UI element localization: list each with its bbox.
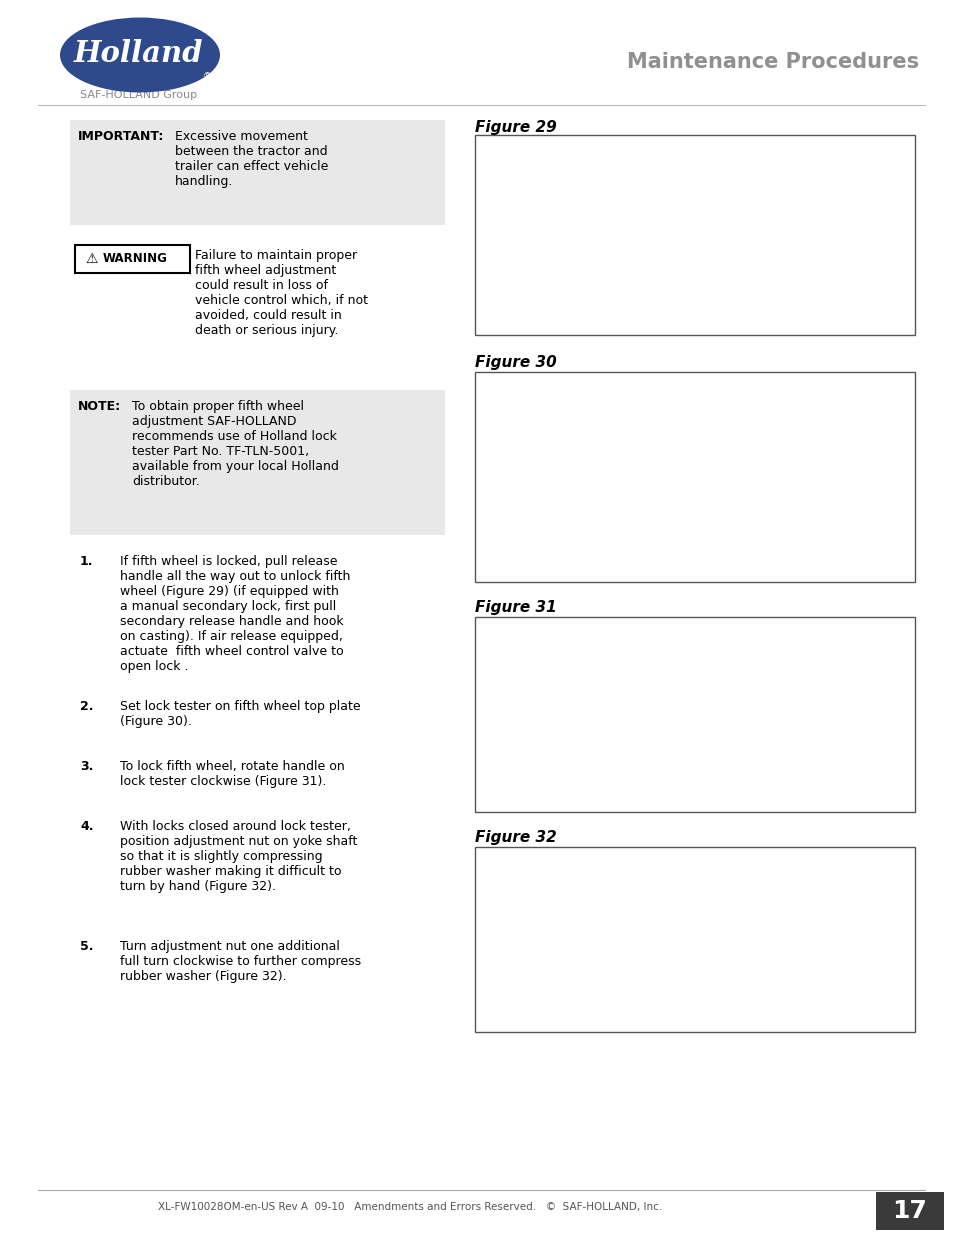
Text: With locks closed around lock tester,
position adjustment nut on yoke shaft
so t: With locks closed around lock tester, po…: [120, 820, 357, 893]
Text: Figure 29: Figure 29: [475, 120, 557, 135]
Text: Figure 30: Figure 30: [475, 354, 557, 370]
Bar: [475, 847, 914, 1032]
Text: Turn adjustment nut one additional
full turn clockwise to further compress
rubbe: Turn adjustment nut one additional full …: [120, 940, 361, 983]
Text: ®: ®: [202, 73, 212, 82]
Bar: [70, 120, 444, 225]
Text: 2.: 2.: [80, 700, 93, 713]
Bar: [875, 1192, 943, 1230]
Ellipse shape: [60, 17, 220, 93]
Text: ⚠: ⚠: [85, 252, 97, 266]
Text: Failure to maintain proper
fifth wheel adjustment
could result in loss of
vehicl: Failure to maintain proper fifth wheel a…: [194, 249, 368, 337]
Text: Set lock tester on fifth wheel top plate
(Figure 30).: Set lock tester on fifth wheel top plate…: [120, 700, 360, 727]
Text: Holland: Holland: [73, 38, 203, 68]
Text: XL-FW10028OM-en-US Rev A  09-10   Amendments and Errors Reserved.   ©  SAF-HOLLA: XL-FW10028OM-en-US Rev A 09-10 Amendment…: [158, 1202, 661, 1212]
Text: To obtain proper fifth wheel
adjustment SAF-HOLLAND
recommends use of Holland lo: To obtain proper fifth wheel adjustment …: [132, 400, 338, 488]
Bar: [475, 372, 914, 582]
Text: 1.: 1.: [80, 555, 93, 568]
Text: 17: 17: [892, 1199, 926, 1223]
Text: Figure 32: Figure 32: [475, 830, 557, 845]
Text: WARNING: WARNING: [103, 252, 168, 266]
Text: 3.: 3.: [80, 760, 93, 773]
Text: IMPORTANT:: IMPORTANT:: [78, 130, 164, 143]
Bar: [475, 135, 914, 335]
Text: Excessive movement
between the tractor and
trailer can effect vehicle
handling.: Excessive movement between the tractor a…: [174, 130, 328, 188]
Text: Maintenance Procedures: Maintenance Procedures: [626, 52, 918, 72]
Text: Figure 31: Figure 31: [475, 600, 557, 615]
Text: 5.: 5.: [80, 940, 93, 953]
Text: If fifth wheel is locked, pull release
handle all the way out to unlock fifth
wh: If fifth wheel is locked, pull release h…: [120, 555, 350, 673]
Text: SAF-HOLLAND Group: SAF-HOLLAND Group: [80, 90, 197, 100]
Text: To lock fifth wheel, rotate handle on
lock tester clockwise (Figure 31).: To lock fifth wheel, rotate handle on lo…: [120, 760, 344, 788]
Bar: [475, 618, 914, 811]
Bar: [70, 390, 444, 535]
Bar: [75, 245, 190, 273]
Text: 4.: 4.: [80, 820, 93, 832]
Text: NOTE:: NOTE:: [78, 400, 121, 412]
